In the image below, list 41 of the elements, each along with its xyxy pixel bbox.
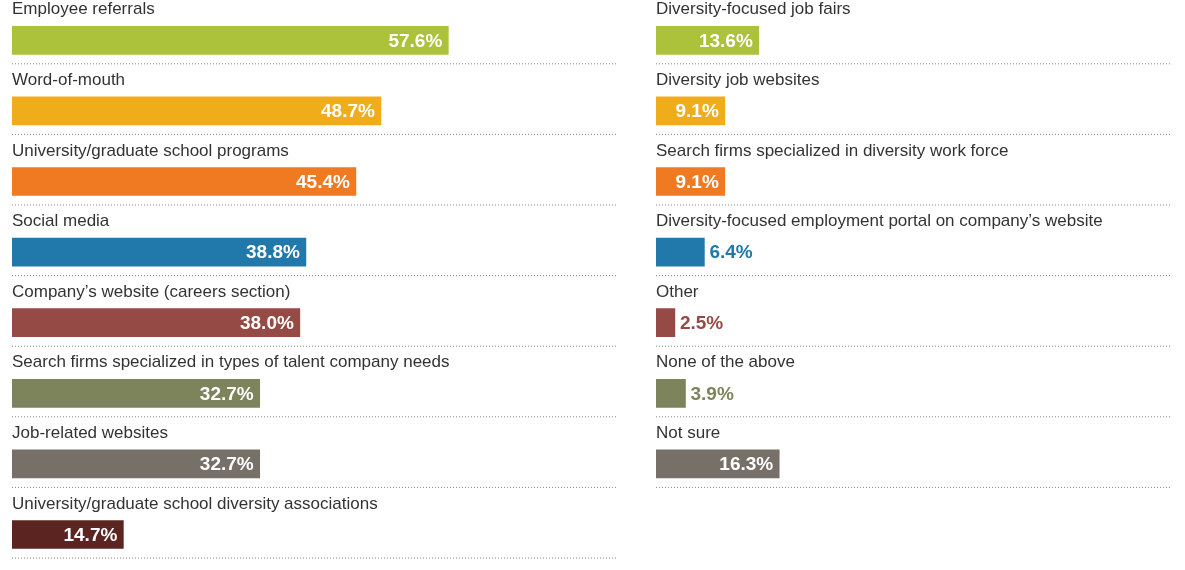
data-label: 57.6%: [388, 29, 443, 51]
data-label: 9.1%: [675, 100, 719, 122]
bar: [12, 96, 382, 126]
bar: [12, 520, 124, 549]
bar: [12, 308, 301, 338]
bar: [656, 378, 686, 408]
category-label: None of the above: [656, 352, 795, 372]
category-label: Employee referrals: [12, 0, 155, 19]
data-label: 32.7%: [199, 382, 254, 404]
bar: [656, 237, 705, 267]
category-label: University/graduate school diversity associations: [12, 493, 378, 513]
bar: [12, 25, 449, 55]
category-label: Diversity job websites: [656, 69, 820, 89]
bar: [12, 449, 261, 479]
data-label: 9.1%: [675, 170, 719, 192]
bar: [12, 378, 261, 408]
category-label: Social media: [12, 211, 110, 231]
category-label: Diversity-focused job fairs: [656, 0, 851, 19]
data-label: 16.3%: [719, 453, 774, 475]
category-label: Not sure: [656, 422, 721, 442]
category-label: Search firms specialized in types of talent company needs: [12, 352, 450, 372]
bar: [12, 237, 307, 267]
data-label: 32.7%: [199, 453, 254, 475]
data-label: 48.7%: [321, 100, 376, 122]
category-label: Company’s website (careers section): [12, 281, 291, 301]
data-label: 3.9%: [690, 382, 734, 404]
category-label: Other: [656, 281, 699, 301]
data-label: 38.0%: [239, 311, 294, 333]
data-label: 45.4%: [296, 170, 351, 192]
category-label: Search firms specialized in diversity work force: [656, 140, 1009, 160]
data-label: 2.5%: [679, 311, 724, 333]
category-label: Word-of-mouth: [12, 69, 126, 89]
bar: [12, 167, 357, 196]
data-label: 14.7%: [63, 523, 118, 545]
category-label: Diversity-focused employment portal on company’s website: [656, 211, 1103, 231]
bar: [656, 308, 676, 338]
data-label: 38.8%: [246, 241, 301, 263]
data-label: 6.4%: [709, 241, 753, 263]
category-label: Job-related websites: [12, 422, 168, 442]
category-label: University/graduate school programs: [12, 140, 289, 160]
data-label: 13.6%: [698, 29, 753, 51]
